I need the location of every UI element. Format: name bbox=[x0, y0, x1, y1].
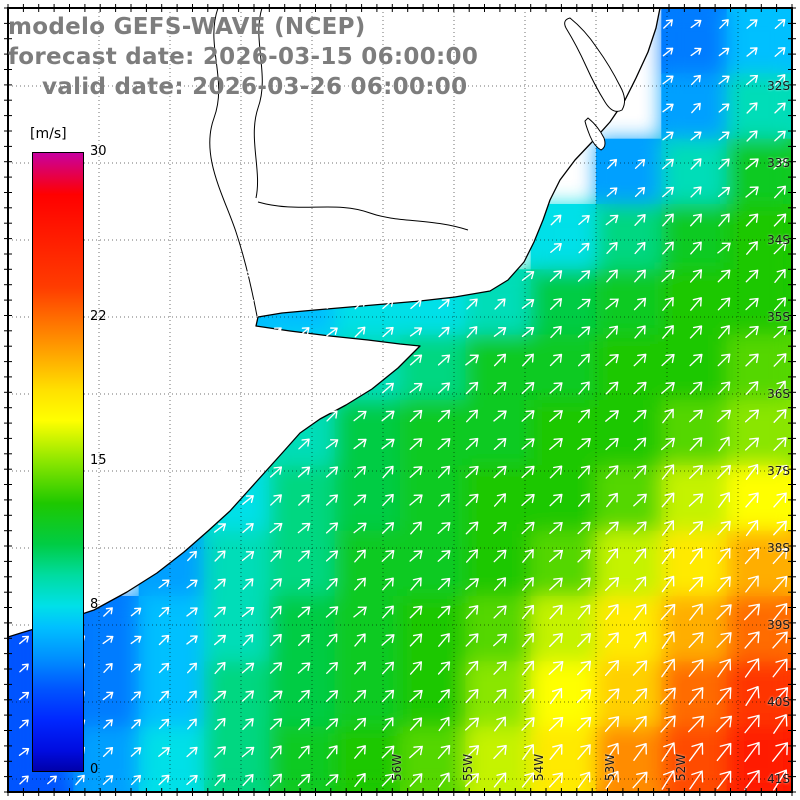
lat-label: 40S bbox=[767, 695, 790, 709]
lon-label: 52W bbox=[674, 753, 688, 781]
river-lines bbox=[209, 7, 469, 317]
lat-label: 32S bbox=[767, 79, 790, 93]
lat-label: 39S bbox=[767, 618, 790, 632]
lat-label: 33S bbox=[767, 156, 790, 170]
grid-lines bbox=[8, 8, 792, 792]
lat-label: 38S bbox=[767, 541, 790, 555]
lon-label: 54W bbox=[532, 753, 546, 781]
colorbar-tick-label: 22 bbox=[90, 308, 107, 324]
forecast-date-line: forecast date: 2026-03-15 06:00:00 bbox=[8, 44, 479, 70]
lat-label: 36S bbox=[767, 387, 790, 401]
lat-label: 34S bbox=[767, 233, 790, 247]
colorbar-tick-label: 15 bbox=[90, 453, 107, 468]
colorbar-tick-label: 30 bbox=[90, 144, 107, 159]
colorbar-gradient bbox=[32, 152, 84, 772]
colorbar-unit-label: [m/s] bbox=[30, 126, 67, 142]
lon-label: 53W bbox=[603, 753, 617, 781]
valid-date-line: valid date: 2026-03-26 06:00:00 bbox=[42, 74, 468, 100]
landmass-coastline bbox=[7, 7, 661, 638]
model-title: modelo GEFS-WAVE (NCEP) bbox=[8, 14, 366, 40]
map-frame bbox=[7, 7, 793, 793]
colorbar-tick-label: 0 bbox=[90, 762, 99, 777]
colorbar-tick-label: 8 bbox=[90, 597, 99, 613]
lagoon-outlines bbox=[564, 17, 626, 151]
lon-label: 56W bbox=[390, 753, 404, 781]
lon-label: 55W bbox=[461, 753, 475, 781]
lat-label: 35S bbox=[767, 310, 790, 324]
lat-label: 41S bbox=[767, 772, 790, 786]
lat-label: 37S bbox=[767, 464, 790, 478]
